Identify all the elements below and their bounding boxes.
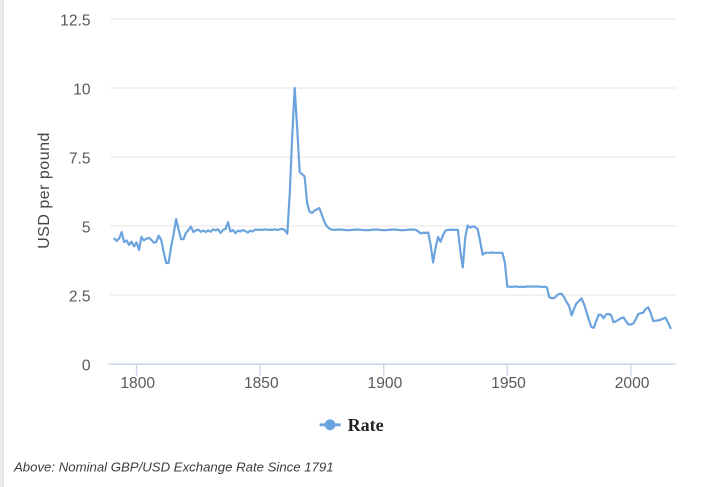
svg-text:1950: 1950 <box>491 375 526 392</box>
svg-text:1850: 1850 <box>244 375 279 392</box>
svg-text:Rate: Rate <box>348 415 384 435</box>
svg-text:5: 5 <box>82 219 91 236</box>
svg-text:2.5: 2.5 <box>69 288 91 305</box>
svg-text:Above: Nominal GBP/USD Exchang: Above: Nominal GBP/USD Exchange Rate Sin… <box>13 460 334 475</box>
svg-text:USD per pound: USD per pound <box>36 132 53 249</box>
svg-text:1800: 1800 <box>120 375 155 392</box>
svg-text:1900: 1900 <box>368 375 403 392</box>
svg-text:12.5: 12.5 <box>60 12 91 29</box>
svg-text:0: 0 <box>82 357 91 374</box>
svg-text:10: 10 <box>73 81 91 98</box>
svg-text:7.5: 7.5 <box>69 150 91 167</box>
svg-text:2000: 2000 <box>615 375 650 392</box>
